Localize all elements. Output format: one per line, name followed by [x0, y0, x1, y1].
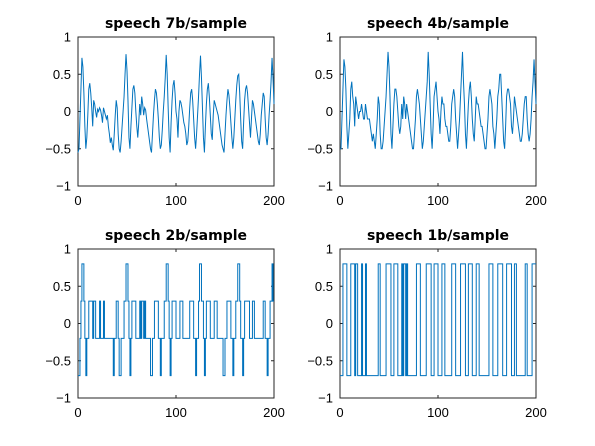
y-tick-label: 0.5 [53, 279, 71, 294]
subplot-1: speech 7b/sample 0 100 200 −1 −0.5 0 0.5 1 [45, 16, 285, 208]
y-tick-label: 0 [326, 316, 333, 331]
series-line-1 [340, 51, 537, 150]
y-tick-label: −0.5 [45, 353, 71, 368]
x-tick-label: 0 [336, 405, 343, 420]
x-tick-label: 0 [74, 405, 81, 420]
y-tick-label: 0.5 [315, 279, 333, 294]
subplot-2: speech 4b/sample 0 100 200 −1 −0.5 0 0.5 1 [307, 16, 547, 208]
subplot-title: speech 2b/sample [105, 228, 247, 244]
y-tick-label: 0.5 [53, 67, 71, 82]
y-tick-label: −1 [318, 179, 333, 194]
subplot-4: speech 1b/sample 0 100 200 −1 −0.5 0 0.5 1 [307, 228, 547, 420]
y-tick-label: 0 [64, 104, 71, 119]
y-tick-label: 1 [326, 242, 333, 257]
x-tick-label: 200 [263, 193, 285, 208]
x-tick-label: 200 [525, 405, 547, 420]
subplot-title: speech 1b/sample [367, 228, 509, 244]
x-tick-label: 200 [525, 193, 547, 208]
y-tick-label: 0 [326, 104, 333, 119]
x-tick-label: 0 [74, 193, 81, 208]
y-tick-label: 1 [326, 30, 333, 45]
x-tick-label: 100 [427, 405, 449, 420]
x-tick-label: 0 [336, 193, 343, 208]
y-tick-label: 1 [64, 30, 71, 45]
y-tick-label: 0.5 [315, 67, 333, 82]
subplot-title: speech 7b/sample [105, 16, 247, 32]
series-line-1 [340, 263, 536, 377]
subplot-title: speech 4b/sample [367, 16, 509, 32]
x-tick-label: 100 [165, 405, 187, 420]
y-tick-label: −1 [318, 391, 333, 406]
y-tick-label: −0.5 [45, 141, 71, 156]
x-tick-label: 200 [263, 405, 285, 420]
x-tick-label: 100 [427, 193, 449, 208]
y-tick-label: −1 [56, 391, 71, 406]
y-tick-label: −0.5 [307, 353, 333, 368]
y-tick-label: 1 [64, 242, 71, 257]
series-line-1 [77, 54, 275, 153]
y-tick-label: 0 [64, 316, 71, 331]
x-tick-label: 100 [165, 193, 187, 208]
subplot-3: speech 2b/sample 0 100 200 −1 −0.5 0 0.5 1 [45, 228, 285, 420]
series-line-1 [78, 263, 274, 377]
y-tick-label: −0.5 [307, 141, 333, 156]
y-tick-label: −1 [56, 179, 71, 194]
